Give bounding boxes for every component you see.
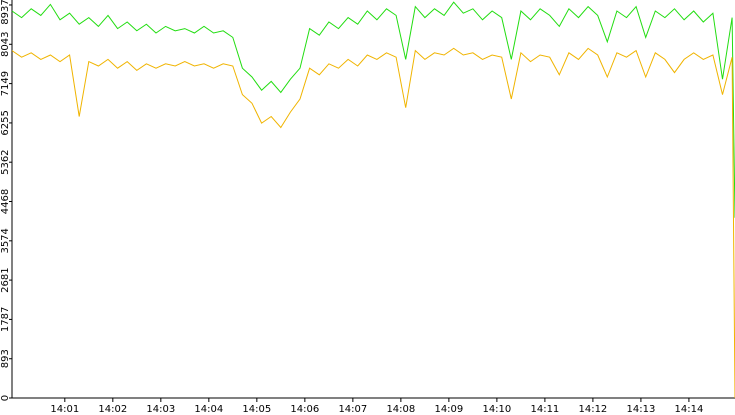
x-tick-label: 14:13 xyxy=(626,404,655,415)
y-tick-label: 6255 xyxy=(0,110,11,135)
y-tick-label: 0 xyxy=(0,395,11,401)
y-tick-label: 4468 xyxy=(0,189,11,214)
x-tick-label: 14:04 xyxy=(194,404,223,415)
x-tick-label: 14:14 xyxy=(674,404,703,415)
y-tick-label: 5362 xyxy=(0,149,11,174)
x-tick-label: 14:09 xyxy=(434,404,463,415)
y-tick-label: 8043 xyxy=(0,32,11,57)
x-tick-label: 14:02 xyxy=(98,404,127,415)
x-tick-label: 14:11 xyxy=(530,404,559,415)
y-tick-label: 7149 xyxy=(0,71,11,96)
x-tick-label: 14:10 xyxy=(482,404,511,415)
y-tick-label: 1787 xyxy=(0,307,11,332)
x-tick-label: 14:01 xyxy=(50,404,79,415)
x-tick-label: 14:12 xyxy=(578,404,607,415)
series-line xyxy=(11,1,735,218)
x-tick-label: 14:06 xyxy=(290,404,319,415)
x-tick-label: 14:07 xyxy=(338,404,367,415)
y-tick-label: 3574 xyxy=(0,228,11,253)
y-tick-label: 893 xyxy=(0,349,11,368)
x-tick-label: 14:05 xyxy=(242,404,271,415)
y-tick-label: 8937 xyxy=(0,0,11,25)
x-tick-label: 14:03 xyxy=(146,404,175,415)
y-tick-label: 2681 xyxy=(0,267,11,292)
x-tick-label: 14:08 xyxy=(386,404,415,415)
series-line xyxy=(11,47,735,399)
